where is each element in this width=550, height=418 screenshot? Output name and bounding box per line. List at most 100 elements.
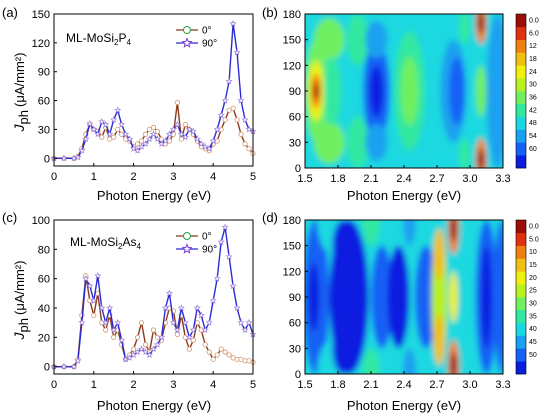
series-0-point	[99, 320, 105, 326]
x-tick-label: 5	[250, 171, 256, 183]
y-tick-label: 120	[283, 266, 301, 278]
series-0-point	[226, 352, 232, 358]
series-1-point	[98, 304, 106, 312]
series-1-line	[54, 227, 254, 368]
y-tick-label: 180	[283, 215, 301, 227]
heatmap-contour	[464, 220, 476, 374]
series-0-point	[111, 334, 117, 340]
heatmap-contour	[365, 123, 388, 162]
panel-label-b: (b)	[262, 5, 278, 20]
y-tick-label: 0	[295, 369, 301, 381]
series-1-point	[102, 120, 110, 128]
series-1-point	[217, 111, 225, 119]
series-1-point	[74, 153, 82, 161]
series-0-point	[218, 126, 224, 133]
series-1-point	[225, 77, 233, 85]
y-tick-label: 0	[44, 362, 50, 374]
series-1-point	[241, 326, 249, 334]
heatmap-contour	[459, 138, 470, 168]
series-0-point	[146, 126, 153, 133]
colorbar-segment	[516, 309, 526, 323]
series-1-point	[205, 144, 213, 152]
series-1-point	[237, 96, 245, 104]
series-1-point	[122, 355, 130, 363]
series-0-point	[119, 131, 125, 137]
series-1-point	[106, 130, 114, 138]
series-1-point	[82, 135, 90, 143]
x-tick-label: 3.3	[495, 173, 510, 185]
series-0-point	[142, 342, 149, 348]
svg-text:Jph(μA/mm²): Jph (μA/mm²)	[11, 261, 31, 341]
legend-marker	[183, 26, 191, 34]
series-1-point	[126, 135, 134, 143]
series-1-point	[106, 304, 114, 312]
series-1-point	[177, 304, 185, 312]
colorbar-segment	[516, 220, 526, 234]
heatmap-contour	[365, 20, 388, 59]
y-tick-label: 150	[283, 35, 301, 47]
panel-c-ylabel-sub: ph	[16, 318, 31, 332]
x-tick-label: 2.4	[396, 379, 411, 391]
series-1-point	[225, 252, 233, 260]
series-1-point	[60, 362, 68, 370]
x-tick-label: 3	[170, 379, 176, 391]
series-1-point	[126, 354, 134, 361]
heatmap-contour	[308, 262, 320, 332]
series-1-point	[141, 140, 150, 147]
y-tick-label: 60	[38, 96, 50, 108]
series-0-point	[214, 138, 220, 144]
series-1-point	[114, 106, 122, 114]
series-0-point	[174, 331, 180, 337]
series-0-point	[246, 146, 252, 152]
series-1-point	[169, 318, 177, 326]
colorbar-segment	[516, 116, 526, 130]
series-0-point	[238, 131, 244, 137]
colorbar-frame	[515, 219, 527, 375]
series-1-point	[181, 133, 189, 141]
series-0-point	[222, 117, 228, 123]
panel-c-xlabel: Photon Energy (eV)	[97, 398, 211, 413]
series-1-point	[133, 348, 142, 356]
series-0-point	[218, 346, 224, 352]
colorbar-segment	[516, 142, 526, 156]
heatmap-contour	[477, 14, 485, 33]
series-0-point	[154, 128, 161, 134]
series-1-point	[241, 116, 249, 123]
series-1-point	[197, 140, 205, 147]
panel-a-ticks: 0 1 2 3 4 5 0 30 60 90 120 150	[32, 9, 256, 183]
y-tick-label: 60	[289, 318, 301, 330]
y-tick-label: 80	[38, 244, 50, 256]
colorbar-segment	[516, 232, 526, 246]
series-0-point	[174, 99, 180, 106]
series-0-point	[186, 346, 192, 352]
x-tick-label: 3.0	[462, 379, 477, 391]
series-0-point	[194, 320, 200, 326]
heatmap-contour	[332, 220, 355, 272]
series-1-point	[221, 223, 229, 231]
heatmap-field	[305, 220, 503, 374]
series-0-point	[131, 346, 137, 352]
series-1-point	[110, 116, 118, 123]
series-0-point	[170, 131, 176, 137]
heatmap-contour	[415, 245, 437, 349]
panel-d-colorbar: 0.0 5.0 10 15 20 25 30 35 40 45 50	[515, 219, 539, 375]
heatmap-field	[305, 14, 503, 168]
panel-c-ticks: 0 1 2 3 4 5 0 20 40 60 80 100	[32, 215, 256, 391]
colorbar-tick-label: 10	[529, 249, 537, 256]
series-1-point	[90, 125, 98, 133]
series-1-point	[153, 340, 162, 348]
series-1-point	[209, 296, 217, 304]
series-1-point	[86, 119, 94, 127]
panel-b-xlabel: Photon Energy (eV)	[347, 188, 461, 203]
heatmap-contour	[402, 220, 417, 246]
series-1-point	[169, 125, 177, 133]
heatmap-contour	[433, 314, 445, 366]
x-tick-label: 3.0	[462, 173, 477, 185]
series-0-point	[222, 349, 228, 355]
colorbar-tick-label: 35	[529, 313, 537, 320]
series-1-point	[213, 274, 221, 282]
y-tick-label: 60	[289, 112, 301, 124]
series-0-point	[142, 131, 149, 137]
colorbar-tick-label: 12	[529, 43, 537, 50]
